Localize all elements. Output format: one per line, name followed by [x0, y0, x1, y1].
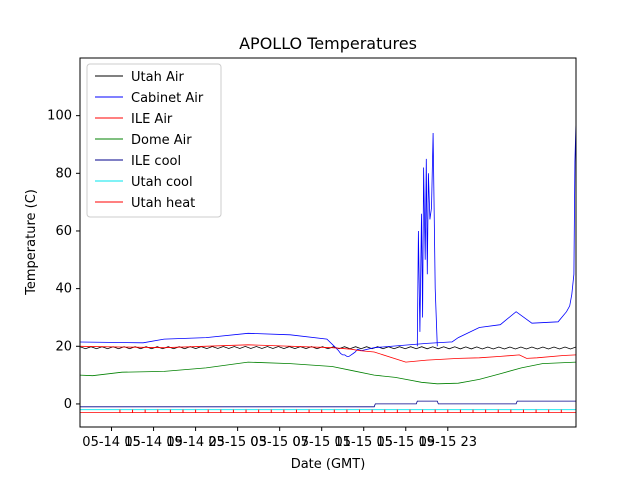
x-axis-label: Date (GMT) [291, 457, 366, 472]
series-line-utah-air [80, 345, 576, 350]
x-tick-label: 05-15 07 [250, 435, 308, 450]
series-line-dome-air [80, 361, 576, 385]
y-tick-label: 80 [55, 166, 72, 181]
y-axis-label: Temperature (C) [24, 189, 39, 296]
legend-label: ILE cool [131, 154, 181, 169]
legend-label: Utah Air [131, 70, 184, 85]
y-tick-label: 40 [55, 282, 72, 297]
axes-frame [79, 57, 577, 428]
series-line-ile-cool [80, 400, 576, 408]
series-line-cabinet-air [80, 121, 576, 357]
legend-box [86, 63, 222, 218]
x-tick-label: 05-15 11 [292, 435, 350, 450]
x-tick-label: 05-15 23 [419, 435, 477, 450]
y-tick-label: 0 [64, 397, 72, 412]
legend-label: Dome Air [131, 133, 192, 148]
series-line-cabinet-air-spikes [416, 132, 438, 347]
legend-label: Utah cool [131, 175, 193, 190]
legend: Utah Air Cabinet Air ILE Air Dome Air ILE co… [86, 63, 222, 218]
series-line-ile-air [80, 344, 576, 363]
y-tick-label: 60 [55, 224, 72, 239]
x-tick-label: 05-14 19 [124, 435, 182, 450]
x-tick-label: 05-15 15 [335, 435, 393, 450]
x-tick-label: 05-15 19 [377, 435, 435, 450]
x-tick-label: 05-14 23 [166, 435, 224, 450]
y-tick-label: 20 [55, 339, 72, 354]
y-tick-label: 100 [47, 109, 72, 124]
x-tick-label: 05-15 03 [208, 435, 266, 450]
x-tick-label: 05-14 15 [82, 435, 140, 450]
chart-title: APOLLO Temperatures [239, 34, 417, 53]
legend-label: Cabinet Air [131, 91, 204, 106]
legend-label: Utah heat [131, 196, 195, 211]
legend-label: ILE Air [131, 112, 173, 127]
series-group [80, 121, 576, 414]
